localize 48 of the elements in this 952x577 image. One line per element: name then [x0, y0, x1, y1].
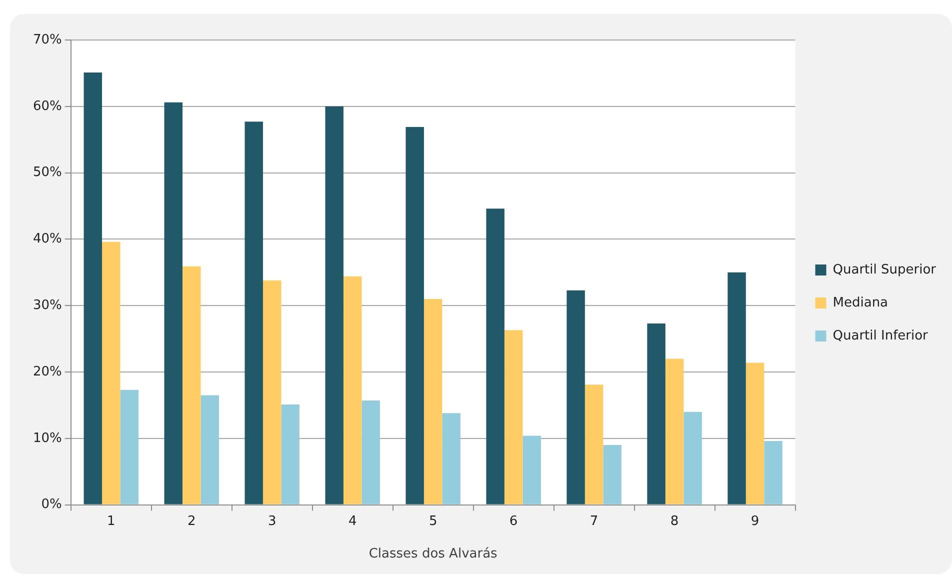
x-tick-label: 3 — [268, 514, 276, 529]
bar — [522, 436, 541, 504]
bar — [262, 280, 282, 504]
x-tick-label: 7 — [590, 514, 598, 529]
bar — [164, 102, 182, 504]
bar — [728, 272, 746, 504]
y-tick-label: 60% — [32, 98, 62, 114]
legend-label: Mediana — [832, 295, 888, 310]
legend-label: Quartil Inferior — [832, 328, 929, 344]
y-tick-label: 30% — [32, 298, 62, 313]
bar — [200, 395, 219, 504]
x-tick-label: 8 — [670, 514, 679, 529]
legend-label: Quartil Superior — [832, 262, 937, 278]
bar — [764, 441, 782, 504]
y-tick-label: 10% — [32, 430, 62, 446]
bar — [746, 362, 764, 504]
bar — [102, 242, 120, 504]
x-tick-label: 4 — [348, 514, 357, 529]
y-tick-label: 40% — [32, 232, 62, 247]
y-tick-label: 50% — [32, 165, 62, 180]
bar — [504, 330, 523, 504]
bar — [584, 384, 604, 504]
bar — [684, 412, 702, 504]
bar — [665, 358, 684, 504]
bar — [343, 276, 362, 504]
y-tick-label: 0% — [41, 497, 62, 512]
bar — [603, 445, 622, 504]
x-tick-label: 6 — [509, 514, 518, 529]
x-tick-label: 9 — [750, 514, 760, 529]
x-tick-label: 2 — [187, 514, 196, 529]
bar — [442, 413, 460, 504]
y-tick-label: 70% — [32, 32, 62, 48]
bar — [406, 126, 424, 504]
x-axis-title: Classes dos Alvarás — [368, 546, 498, 562]
bar — [84, 72, 102, 504]
bar — [120, 390, 139, 504]
bar — [281, 404, 300, 504]
bar — [424, 298, 442, 504]
bar — [486, 208, 504, 504]
bar — [362, 400, 380, 504]
bar — [647, 324, 666, 504]
bar — [325, 106, 344, 504]
x-tick-label: 5 — [428, 514, 438, 529]
bar — [566, 290, 585, 504]
bar — [244, 122, 263, 504]
bar — [182, 266, 201, 504]
y-tick-label: 20% — [32, 364, 62, 380]
x-tick-label: 1 — [106, 514, 116, 529]
